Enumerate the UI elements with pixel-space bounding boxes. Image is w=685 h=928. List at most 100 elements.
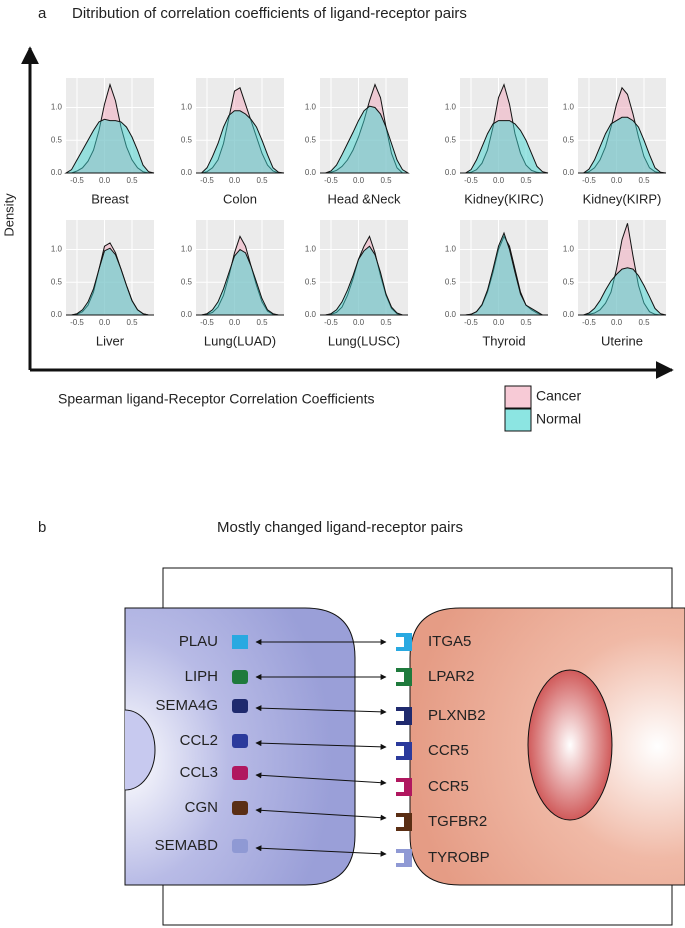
y-tick-label: 1.0: [445, 245, 457, 254]
receptor-icon: [396, 633, 412, 651]
pair-arrow: [255, 845, 387, 857]
y-axis-label: Density: [1, 193, 16, 237]
y-tick-label: 0.0: [445, 310, 457, 319]
x-tick-label: -0.5: [464, 318, 478, 327]
y-tick-label: 0.5: [445, 135, 457, 144]
ligand-icon: [232, 801, 248, 815]
panel-title: Head &Neck: [328, 191, 401, 206]
y-tick-label: 1.0: [181, 103, 193, 112]
pair-arrow: [255, 705, 387, 715]
receptor-label: LPAR2: [428, 668, 474, 685]
receptor-icon: [396, 707, 412, 725]
x-tick-label: 0.0: [99, 318, 111, 327]
x-tick-label: 0.5: [638, 318, 650, 327]
ligand-label: CCL3: [180, 764, 218, 781]
y-tick-label: 0.0: [305, 310, 317, 319]
x-tick-label: 0.0: [99, 176, 111, 185]
receptor-label: ITGA5: [428, 633, 471, 650]
receptor-icon: [396, 849, 412, 867]
receptor-icon: [396, 778, 412, 796]
y-tick-label: 0.0: [445, 168, 457, 177]
receptor-label: CCR5: [428, 778, 469, 795]
panel-title: Uterine: [601, 333, 643, 348]
x-tick-label: 0.0: [493, 318, 505, 327]
y-tick-label: 0.0: [563, 310, 575, 319]
density-area: [196, 110, 285, 174]
x-tick-label: -0.5: [582, 176, 596, 185]
y-tick-label: 1.0: [181, 245, 193, 254]
x-tick-label: 0.0: [229, 176, 241, 185]
y-tick-label: 0.0: [51, 168, 63, 177]
panel-title: Breast: [91, 191, 129, 206]
y-tick-label: 1.0: [563, 103, 575, 112]
panel-title: Ditribution of correlation coefficients …: [72, 5, 467, 22]
panel-title: Colon: [223, 191, 257, 206]
x-tick-label: 0.0: [353, 318, 365, 327]
ligand-icon: [232, 670, 248, 684]
receptor-label: CCR5: [428, 742, 469, 759]
ligand-label: CGN: [185, 799, 218, 816]
panel-title: Thyroid: [482, 333, 525, 348]
density-area: [578, 267, 667, 316]
y-tick-label: 0.0: [51, 310, 63, 319]
y-tick-label: 0.5: [563, 135, 575, 144]
ligand-label: PLAU: [179, 633, 218, 650]
x-tick-label: 0.5: [256, 318, 268, 327]
x-tick-label: 0.5: [520, 318, 532, 327]
left-nucleus: [124, 709, 156, 791]
x-tick-label: 0.5: [126, 318, 138, 327]
ligand-icon: [232, 766, 248, 780]
x-axis-label: Spearman ligand-Receptor Correlation Coe…: [58, 391, 374, 407]
legend-swatch: [504, 385, 532, 409]
x-tick-label: -0.5: [324, 176, 338, 185]
ligand-icon: [232, 699, 248, 713]
y-tick-label: 0.5: [445, 277, 457, 286]
panel-title: Mostly changed ligand-receptor pairs: [217, 519, 463, 536]
right-nucleus: [527, 669, 613, 821]
ligand-icon: [232, 839, 248, 853]
y-tick-label: 0.5: [563, 277, 575, 286]
x-tick-label: 0.0: [493, 176, 505, 185]
receptor-icon: [396, 813, 412, 831]
ligand-icon: [232, 635, 248, 649]
receptor-icon: [396, 668, 412, 686]
y-tick-label: 1.0: [51, 103, 63, 112]
y-tick-label: 1.0: [51, 245, 63, 254]
x-tick-label: -0.5: [70, 176, 84, 185]
legend-label: Normal: [536, 411, 581, 427]
y-tick-label: 0.0: [305, 168, 317, 177]
panel-label: b: [38, 519, 46, 536]
density-area: [460, 120, 549, 174]
density-area: [320, 245, 408, 316]
y-tick-label: 0.5: [305, 135, 317, 144]
x-tick-label: -0.5: [464, 176, 478, 185]
x-tick-label: -0.5: [70, 318, 84, 327]
panel-title: Liver: [96, 333, 125, 348]
ligand-label: SEMABD: [155, 837, 219, 854]
y-tick-label: 0.5: [305, 277, 317, 286]
receptor-label: TGFBR2: [428, 813, 487, 830]
x-tick-label: 0.0: [353, 176, 365, 185]
x-tick-label: -0.5: [582, 318, 596, 327]
x-tick-label: 0.5: [638, 176, 650, 185]
density-area: [460, 231, 548, 316]
x-tick-label: 0.5: [380, 318, 392, 327]
ligand-label: SEMA4G: [155, 697, 218, 714]
x-tick-label: 0.0: [611, 176, 623, 185]
legend-label: Cancer: [536, 388, 581, 404]
x-tick-label: -0.5: [200, 318, 214, 327]
y-tick-label: 1.0: [563, 245, 575, 254]
y-tick-label: 0.0: [181, 168, 193, 177]
x-tick-label: 0.5: [126, 176, 138, 185]
x-tick-label: 0.0: [229, 318, 241, 327]
ligand-label: LIPH: [185, 668, 218, 685]
y-tick-label: 0.5: [181, 135, 193, 144]
pair-arrow: [255, 807, 387, 821]
y-tick-label: 0.5: [181, 277, 193, 286]
x-tick-label: 0.0: [611, 318, 623, 327]
y-tick-label: 1.0: [305, 103, 317, 112]
density-area: [66, 247, 154, 316]
x-tick-label: 0.5: [520, 176, 532, 185]
ligand-label: CCL2: [180, 732, 218, 749]
